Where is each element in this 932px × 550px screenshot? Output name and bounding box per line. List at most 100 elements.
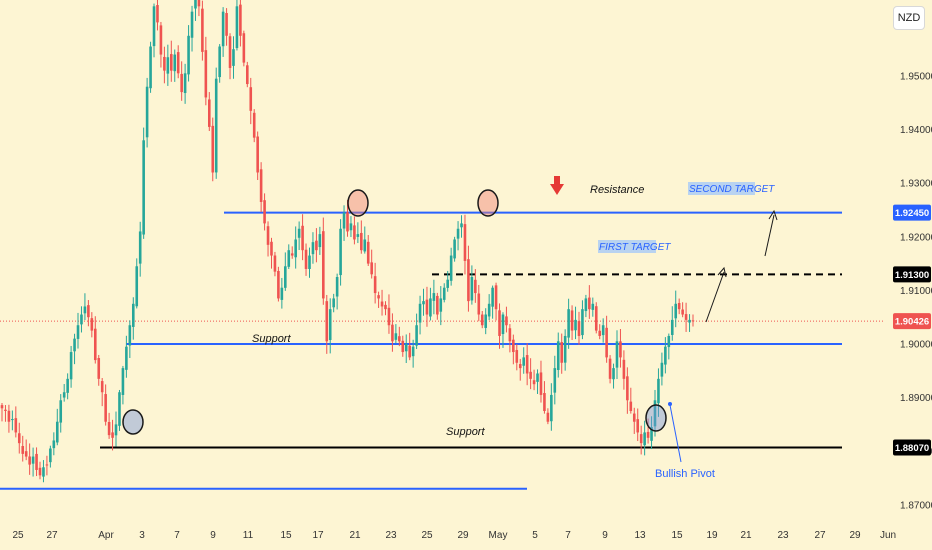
- candle[interactable]: [588, 285, 591, 319]
- candle[interactable]: [363, 226, 367, 254]
- candle[interactable]: [480, 310, 484, 329]
- candle[interactable]: [467, 245, 470, 312]
- candle[interactable]: [415, 313, 418, 350]
- candle[interactable]: [114, 411, 118, 447]
- candle[interactable]: [380, 289, 384, 316]
- candle[interactable]: [629, 387, 633, 414]
- candle[interactable]: [252, 109, 256, 143]
- candle[interactable]: [21, 435, 25, 462]
- candle[interactable]: [301, 214, 304, 261]
- candle[interactable]: [194, 0, 197, 21]
- candle[interactable]: [7, 404, 11, 433]
- candle[interactable]: [35, 447, 38, 477]
- candle[interactable]: [142, 127, 145, 239]
- candle[interactable]: [266, 221, 270, 257]
- candle[interactable]: [256, 131, 259, 181]
- candle[interactable]: [297, 221, 301, 251]
- candle[interactable]: [453, 236, 456, 262]
- candle[interactable]: [539, 360, 543, 403]
- candle[interactable]: [667, 333, 671, 360]
- candle[interactable]: [204, 36, 208, 106]
- candle[interactable]: [0, 402, 4, 422]
- candle[interactable]: [470, 265, 474, 305]
- candle[interactable]: [543, 381, 546, 414]
- candle[interactable]: [536, 369, 539, 394]
- candle[interactable]: [131, 297, 135, 340]
- candle[interactable]: [339, 219, 342, 286]
- candle[interactable]: [532, 369, 536, 391]
- candle[interactable]: [335, 273, 339, 310]
- candle[interactable]: [239, 0, 242, 47]
- candle[interactable]: [432, 279, 436, 315]
- candle[interactable]: [391, 313, 394, 352]
- candle[interactable]: [280, 277, 284, 309]
- candle[interactable]: [398, 326, 401, 347]
- candle[interactable]: [290, 246, 294, 259]
- candle[interactable]: [429, 287, 432, 321]
- candle[interactable]: [581, 300, 584, 340]
- candle[interactable]: [684, 302, 688, 332]
- candle[interactable]: [304, 243, 308, 276]
- candle[interactable]: [657, 368, 660, 417]
- candle[interactable]: [612, 363, 615, 389]
- candle[interactable]: [632, 407, 636, 434]
- candle[interactable]: [446, 270, 449, 292]
- candle[interactable]: [87, 300, 90, 327]
- candle[interactable]: [370, 249, 373, 279]
- candle[interactable]: [152, 3, 156, 58]
- candle[interactable]: [277, 266, 280, 302]
- candle[interactable]: [373, 262, 377, 304]
- candle[interactable]: [677, 298, 681, 315]
- candle[interactable]: [384, 301, 387, 316]
- candle[interactable]: [287, 244, 291, 270]
- candle[interactable]: [653, 389, 657, 437]
- candle[interactable]: [494, 282, 498, 321]
- candle[interactable]: [525, 343, 529, 386]
- candle[interactable]: [308, 247, 311, 278]
- candle[interactable]: [418, 295, 422, 335]
- candle[interactable]: [436, 292, 439, 320]
- candle[interactable]: [318, 226, 322, 255]
- candle[interactable]: [608, 355, 612, 384]
- candle[interactable]: [145, 77, 149, 148]
- candle[interactable]: [325, 294, 329, 354]
- candle[interactable]: [214, 67, 218, 179]
- candle[interactable]: [387, 294, 391, 334]
- candle[interactable]: [235, 0, 239, 51]
- candle[interactable]: [14, 406, 18, 438]
- candle[interactable]: [332, 293, 335, 313]
- candle[interactable]: [546, 408, 550, 425]
- candle[interactable]: [691, 314, 695, 327]
- candle[interactable]: [197, 0, 201, 17]
- candle[interactable]: [111, 419, 114, 451]
- candle[interactable]: [660, 352, 664, 386]
- candle[interactable]: [553, 355, 557, 405]
- candle[interactable]: [187, 25, 190, 82]
- candle[interactable]: [674, 290, 678, 328]
- candle[interactable]: [69, 345, 73, 388]
- candle[interactable]: [605, 315, 608, 363]
- candle[interactable]: [563, 329, 567, 371]
- candle[interactable]: [180, 61, 183, 101]
- candle[interactable]: [135, 258, 139, 309]
- candle[interactable]: [650, 416, 653, 450]
- candle[interactable]: [211, 117, 215, 182]
- candle[interactable]: [228, 33, 232, 80]
- candle[interactable]: [294, 226, 297, 269]
- candle[interactable]: [664, 337, 667, 374]
- candle[interactable]: [55, 408, 59, 446]
- candle[interactable]: [487, 294, 491, 321]
- candle[interactable]: [201, 0, 204, 61]
- candle[interactable]: [128, 320, 132, 359]
- candle[interactable]: [249, 77, 253, 125]
- candle[interactable]: [24, 439, 28, 461]
- candle[interactable]: [353, 216, 356, 245]
- candle[interactable]: [484, 308, 487, 335]
- candle[interactable]: [62, 384, 66, 402]
- candle[interactable]: [38, 461, 42, 480]
- candle[interactable]: [622, 350, 626, 390]
- candle[interactable]: [118, 389, 121, 431]
- candle[interactable]: [518, 358, 522, 381]
- candle[interactable]: [52, 432, 56, 456]
- candle[interactable]: [100, 378, 104, 407]
